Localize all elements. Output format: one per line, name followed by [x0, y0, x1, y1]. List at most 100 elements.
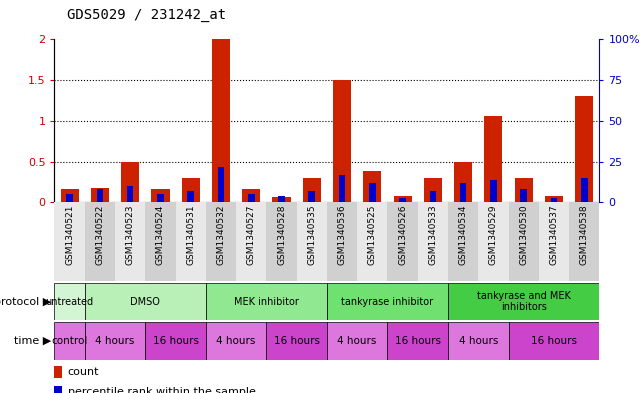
- Bar: [146, 202, 176, 281]
- Bar: [146, 322, 206, 360]
- Bar: [297, 202, 327, 281]
- Bar: [508, 322, 599, 360]
- Text: 4 hours: 4 hours: [96, 336, 135, 346]
- Bar: [369, 183, 376, 202]
- Text: GSM1340525: GSM1340525: [368, 205, 377, 265]
- Text: GSM1340529: GSM1340529: [489, 205, 498, 265]
- Bar: [206, 322, 267, 360]
- Text: GSM1340523: GSM1340523: [126, 205, 135, 265]
- Bar: [303, 178, 321, 202]
- Bar: [448, 202, 478, 281]
- Text: count: count: [67, 367, 99, 377]
- Bar: [490, 180, 497, 202]
- Bar: [333, 80, 351, 202]
- Bar: [508, 202, 539, 281]
- Bar: [218, 167, 224, 202]
- Bar: [485, 116, 503, 202]
- Bar: [206, 202, 236, 281]
- Text: untreated: untreated: [46, 297, 94, 307]
- Bar: [206, 283, 327, 320]
- Bar: [85, 322, 146, 360]
- Text: GSM1340527: GSM1340527: [247, 205, 256, 265]
- Text: 4 hours: 4 hours: [217, 336, 256, 346]
- Bar: [545, 196, 563, 202]
- Bar: [327, 202, 357, 281]
- Bar: [66, 194, 73, 202]
- Bar: [429, 191, 436, 202]
- Text: GSM1340532: GSM1340532: [217, 205, 226, 265]
- Bar: [327, 283, 448, 320]
- Bar: [54, 283, 85, 320]
- Bar: [60, 189, 79, 202]
- Text: control: control: [51, 336, 88, 346]
- Bar: [151, 189, 169, 202]
- Bar: [54, 386, 62, 393]
- Bar: [387, 322, 448, 360]
- Bar: [357, 202, 387, 281]
- Bar: [157, 194, 163, 202]
- Bar: [236, 202, 267, 281]
- Bar: [327, 322, 387, 360]
- Bar: [272, 196, 290, 202]
- Text: 4 hours: 4 hours: [338, 336, 377, 346]
- Text: 16 hours: 16 hours: [395, 336, 441, 346]
- Bar: [181, 178, 200, 202]
- Bar: [363, 171, 381, 202]
- Text: GSM1340536: GSM1340536: [338, 205, 347, 265]
- Text: GSM1340521: GSM1340521: [65, 205, 74, 265]
- Bar: [85, 202, 115, 281]
- Bar: [121, 162, 139, 202]
- Text: 16 hours: 16 hours: [531, 336, 577, 346]
- Bar: [460, 183, 467, 202]
- Text: GSM1340531: GSM1340531: [186, 205, 196, 265]
- Bar: [394, 196, 412, 202]
- Text: GSM1340530: GSM1340530: [519, 205, 528, 265]
- Bar: [515, 178, 533, 202]
- Bar: [176, 202, 206, 281]
- Text: tankyrase and MEK
inhibitors: tankyrase and MEK inhibitors: [477, 291, 570, 312]
- Text: time ▶: time ▶: [14, 336, 51, 346]
- Bar: [54, 202, 85, 281]
- Bar: [115, 202, 146, 281]
- Bar: [338, 174, 345, 202]
- Bar: [54, 322, 85, 360]
- Bar: [248, 194, 254, 202]
- Bar: [424, 178, 442, 202]
- Bar: [581, 178, 588, 202]
- Bar: [539, 202, 569, 281]
- Text: GSM1340528: GSM1340528: [277, 205, 286, 265]
- Text: GSM1340526: GSM1340526: [398, 205, 407, 265]
- Bar: [575, 95, 594, 202]
- Bar: [85, 283, 206, 320]
- Text: GSM1340535: GSM1340535: [307, 205, 316, 265]
- Bar: [278, 196, 285, 202]
- Bar: [399, 198, 406, 202]
- Bar: [127, 186, 133, 202]
- Text: 4 hours: 4 hours: [458, 336, 498, 346]
- Text: GSM1340533: GSM1340533: [428, 205, 437, 265]
- Bar: [91, 188, 109, 202]
- Text: MEK inhibitor: MEK inhibitor: [234, 297, 299, 307]
- Bar: [267, 322, 327, 360]
- Bar: [418, 202, 448, 281]
- Text: GSM1340537: GSM1340537: [549, 205, 558, 265]
- Text: GSM1340522: GSM1340522: [96, 205, 104, 265]
- Bar: [478, 202, 508, 281]
- Text: GDS5029 / 231242_at: GDS5029 / 231242_at: [67, 8, 226, 22]
- Text: GSM1340524: GSM1340524: [156, 205, 165, 265]
- Text: 16 hours: 16 hours: [153, 336, 199, 346]
- Bar: [54, 366, 62, 378]
- Bar: [454, 162, 472, 202]
- Bar: [97, 189, 103, 202]
- Bar: [520, 189, 527, 202]
- Bar: [308, 191, 315, 202]
- Text: GSM1340534: GSM1340534: [458, 205, 468, 265]
- Bar: [242, 189, 260, 202]
- Bar: [267, 202, 297, 281]
- Text: 16 hours: 16 hours: [274, 336, 320, 346]
- Bar: [212, 39, 230, 202]
- Text: protocol ▶: protocol ▶: [0, 297, 51, 307]
- Bar: [448, 283, 599, 320]
- Text: GSM1340538: GSM1340538: [579, 205, 588, 265]
- Bar: [448, 322, 508, 360]
